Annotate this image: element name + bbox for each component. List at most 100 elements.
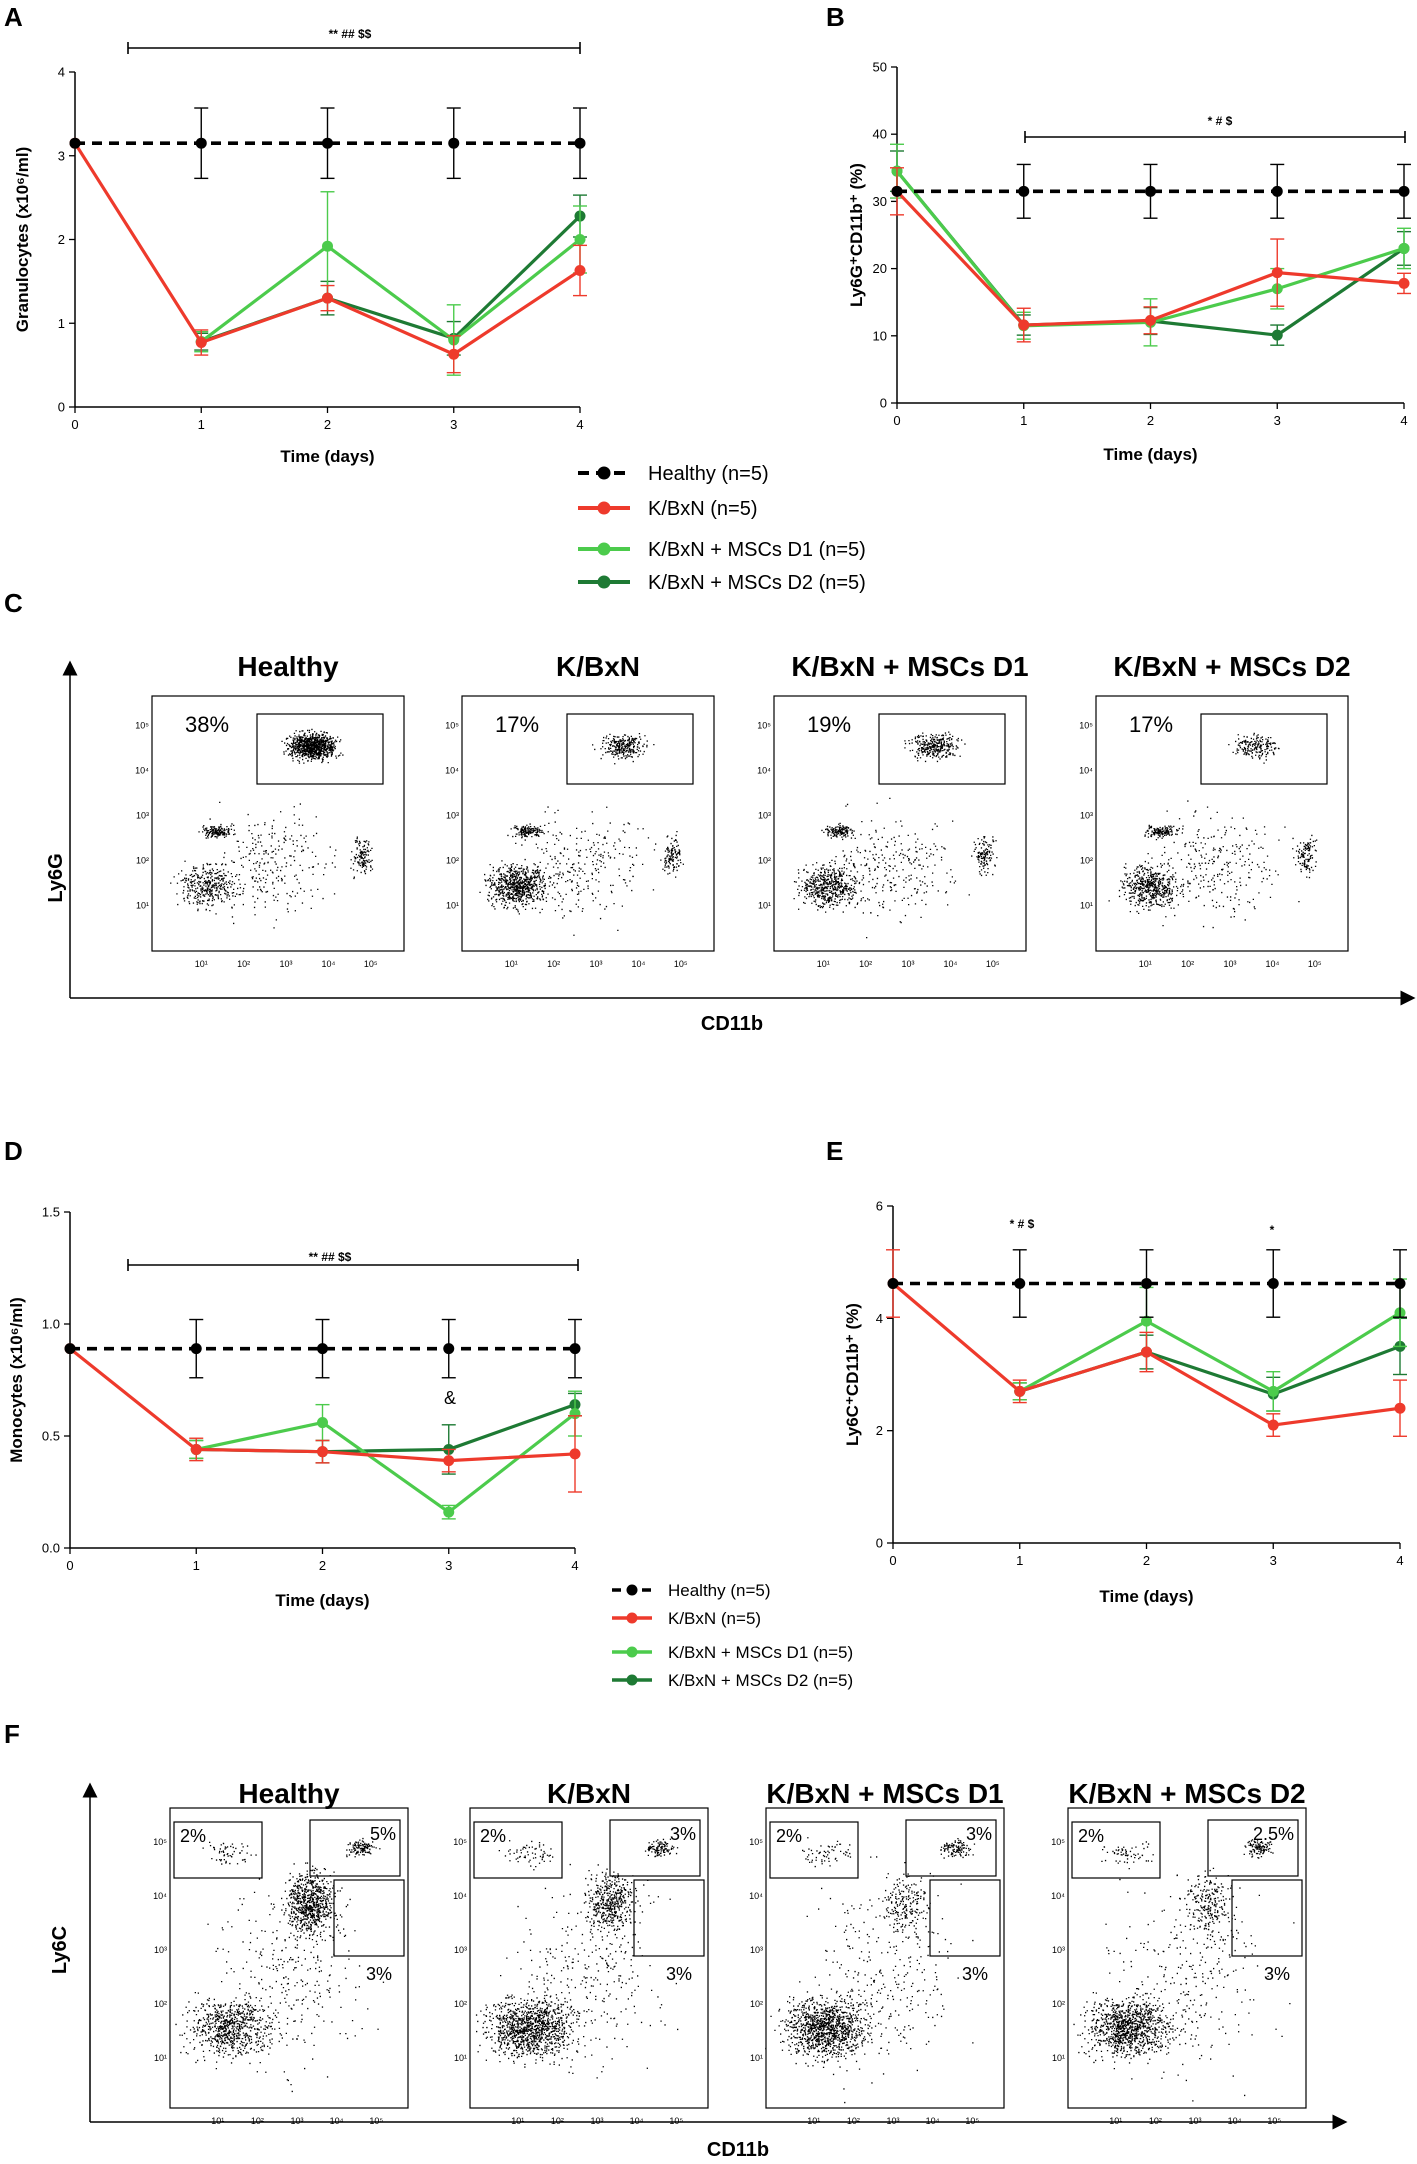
flow-y-tick: 10⁵ — [445, 721, 459, 731]
legend2-label-d1: K/BxN + MSCs D1 (n=5) — [668, 1643, 853, 1662]
flow-x-tick: 10³ — [886, 2116, 899, 2126]
flow-c-gate-pct: 19% — [807, 712, 851, 737]
data-point-d1 — [1141, 1315, 1152, 1327]
flow-f-gate3-pct: 3% — [962, 1964, 988, 1984]
flow-f-gate-1 — [1071, 1821, 1161, 1879]
flow-x-tick: 10⁵ — [1308, 959, 1322, 969]
dot-cluster — [971, 836, 998, 877]
flow-x-tick: 10⁴ — [926, 2116, 940, 2126]
dot-cluster — [350, 836, 374, 880]
data-point-d1 — [574, 234, 586, 245]
x-tick-label: 4 — [576, 417, 583, 432]
flow-f-title: K/BxN + MSCs D2 — [1068, 1778, 1305, 1809]
data-point-kbxn — [195, 337, 207, 349]
dot-cluster — [821, 823, 856, 839]
legend-label-healthy: Healthy (n=5) — [648, 463, 769, 485]
flow-f-gate2-pct: 2.5% — [1253, 1824, 1294, 1844]
dot-cluster — [170, 860, 244, 915]
x-tick-label: 3 — [450, 417, 457, 432]
flow-c-title: K/BxN — [556, 651, 640, 682]
data-point-healthy — [1271, 185, 1283, 197]
legend-item-d2: K/BxN + MSCs D2 (n=5) — [578, 572, 866, 594]
dot-cluster — [1243, 1839, 1274, 1859]
significance-d: ** ## $$ & — [127, 1250, 579, 1408]
flow-x-tick: 10⁴ — [330, 2116, 344, 2126]
legend2-label-healthy: Healthy (n=5) — [668, 1581, 771, 1600]
dot-cluster — [202, 1841, 257, 1865]
sig-label-d: ** ## $$ — [309, 1250, 352, 1264]
y-tick-label: 0 — [58, 400, 65, 415]
y-tick-label: 4 — [58, 65, 65, 80]
flow-f-gate3-pct: 3% — [1264, 1964, 1290, 1984]
data-point-healthy — [1145, 185, 1156, 197]
data-point-healthy — [69, 137, 81, 149]
sig-label-b: * # $ — [1208, 114, 1233, 128]
dot-cluster — [346, 1837, 381, 1858]
flow-y-tick: 10¹ — [136, 901, 149, 911]
flow-x-tick: 10⁴ — [321, 959, 335, 969]
y-tick-label: 30 — [873, 194, 887, 209]
dot-cluster — [175, 1992, 289, 2070]
dot-cluster — [1101, 1841, 1154, 1870]
flow-f-title: K/BxN — [547, 1778, 631, 1809]
flow-y-tick: 10³ — [454, 1945, 467, 1955]
flow-x-tick: 10³ — [589, 959, 602, 969]
legend-item-d1: K/BxN + MSCs D1 (n=5) — [578, 539, 866, 561]
data-point-healthy — [574, 137, 586, 149]
flow-f-gate2-pct: 3% — [966, 1824, 992, 1844]
flow-f-plot: 10¹ 10¹ 10² 10² 10³ 10³ 10⁴ 10⁴ 10⁵ 10⁵ K/BxN + MS… — [1051, 1778, 1307, 2126]
flow-f-plot-frame — [765, 1807, 1005, 2109]
flow-x-tick: 10² — [551, 2116, 564, 2126]
dot-cluster — [765, 1990, 883, 2072]
flow-c-yaxis-label: Ly6G — [45, 853, 67, 902]
legend2-label-d2: K/BxN + MSCs D2 (n=5) — [668, 1671, 853, 1690]
x-tick-label: 2 — [319, 1558, 326, 1573]
flow-y-tick: 10² — [154, 1999, 167, 2009]
dot-cluster — [644, 1838, 679, 1858]
series-line-d2 — [196, 1403, 576, 1454]
dot-cluster — [793, 859, 869, 913]
data-point-healthy — [1141, 1278, 1152, 1290]
flow-y-tick: 10¹ — [1080, 901, 1093, 911]
dot-cluster — [940, 1838, 976, 1859]
dot-cluster — [475, 1989, 587, 2068]
x-tick-label: 1 — [198, 417, 205, 432]
flow-c-plot: 10¹ 10¹ 10² 10² 10³ 10³ 10⁴ 10⁴ 10⁵ 10⁵ K/BxN 17% — [445, 651, 715, 969]
panel-letter-b: B — [826, 2, 845, 32]
dot-cluster — [660, 831, 684, 878]
panel-letter-e: E — [826, 1136, 843, 1166]
x-axis-label: Time (days) — [275, 1591, 369, 1610]
flow-x-tick: 10⁴ — [630, 2116, 644, 2126]
data-point-d1 — [1398, 242, 1410, 254]
flow-c-plot-frame — [773, 695, 1027, 952]
x-tick-label: 1 — [193, 1558, 200, 1573]
flow-panel-c: Ly6G CD11b 10¹10¹10²10²10³10³10⁴10⁴10⁵10… — [45, 651, 1416, 1035]
flow-y-tick: 10⁵ — [749, 1837, 763, 1847]
data-point-kbxn — [448, 348, 460, 360]
data-point-healthy — [317, 1343, 328, 1355]
legend2-label-kbxn: K/BxN (n=5) — [668, 1609, 761, 1628]
flow-y-tick: 10² — [136, 856, 149, 866]
significance-e: * # $ * — [1010, 1217, 1275, 1237]
y-tick-label: 0 — [876, 1536, 883, 1551]
x-tick-label: 0 — [893, 413, 900, 428]
data-point-kbxn — [1141, 1346, 1152, 1358]
flow-y-tick: 10³ — [154, 1945, 167, 1955]
dot-cluster — [498, 1840, 554, 1867]
flow-y-tick: 10⁴ — [453, 1891, 467, 1901]
flow-y-tick: 10⁴ — [1051, 1891, 1065, 1901]
dot-cluster — [281, 728, 344, 764]
data-point-kbxn — [443, 1455, 455, 1467]
flow-f-gate1-pct: 2% — [180, 1826, 206, 1846]
series-d1 — [1012, 1278, 1407, 1412]
flow-x-tick: 10² — [859, 959, 872, 969]
flow-x-tick: 10³ — [279, 959, 292, 969]
flow-f-gate-3 — [1231, 1879, 1303, 1957]
flow-c-plot: 10¹ 10¹ 10² 10² 10³ 10³ 10⁴ 10⁴ 10⁵ 10⁵ Healthy 38% — [135, 651, 405, 969]
data-point-healthy — [322, 137, 333, 149]
legend-item-kbxn: K/BxN (n=5) — [578, 498, 757, 520]
flow-x-tick: 10⁵ — [965, 2116, 979, 2126]
data-point-healthy — [891, 185, 903, 197]
data-point-kbxn — [1271, 267, 1283, 279]
flow-x-tick: 10¹ — [817, 959, 830, 969]
